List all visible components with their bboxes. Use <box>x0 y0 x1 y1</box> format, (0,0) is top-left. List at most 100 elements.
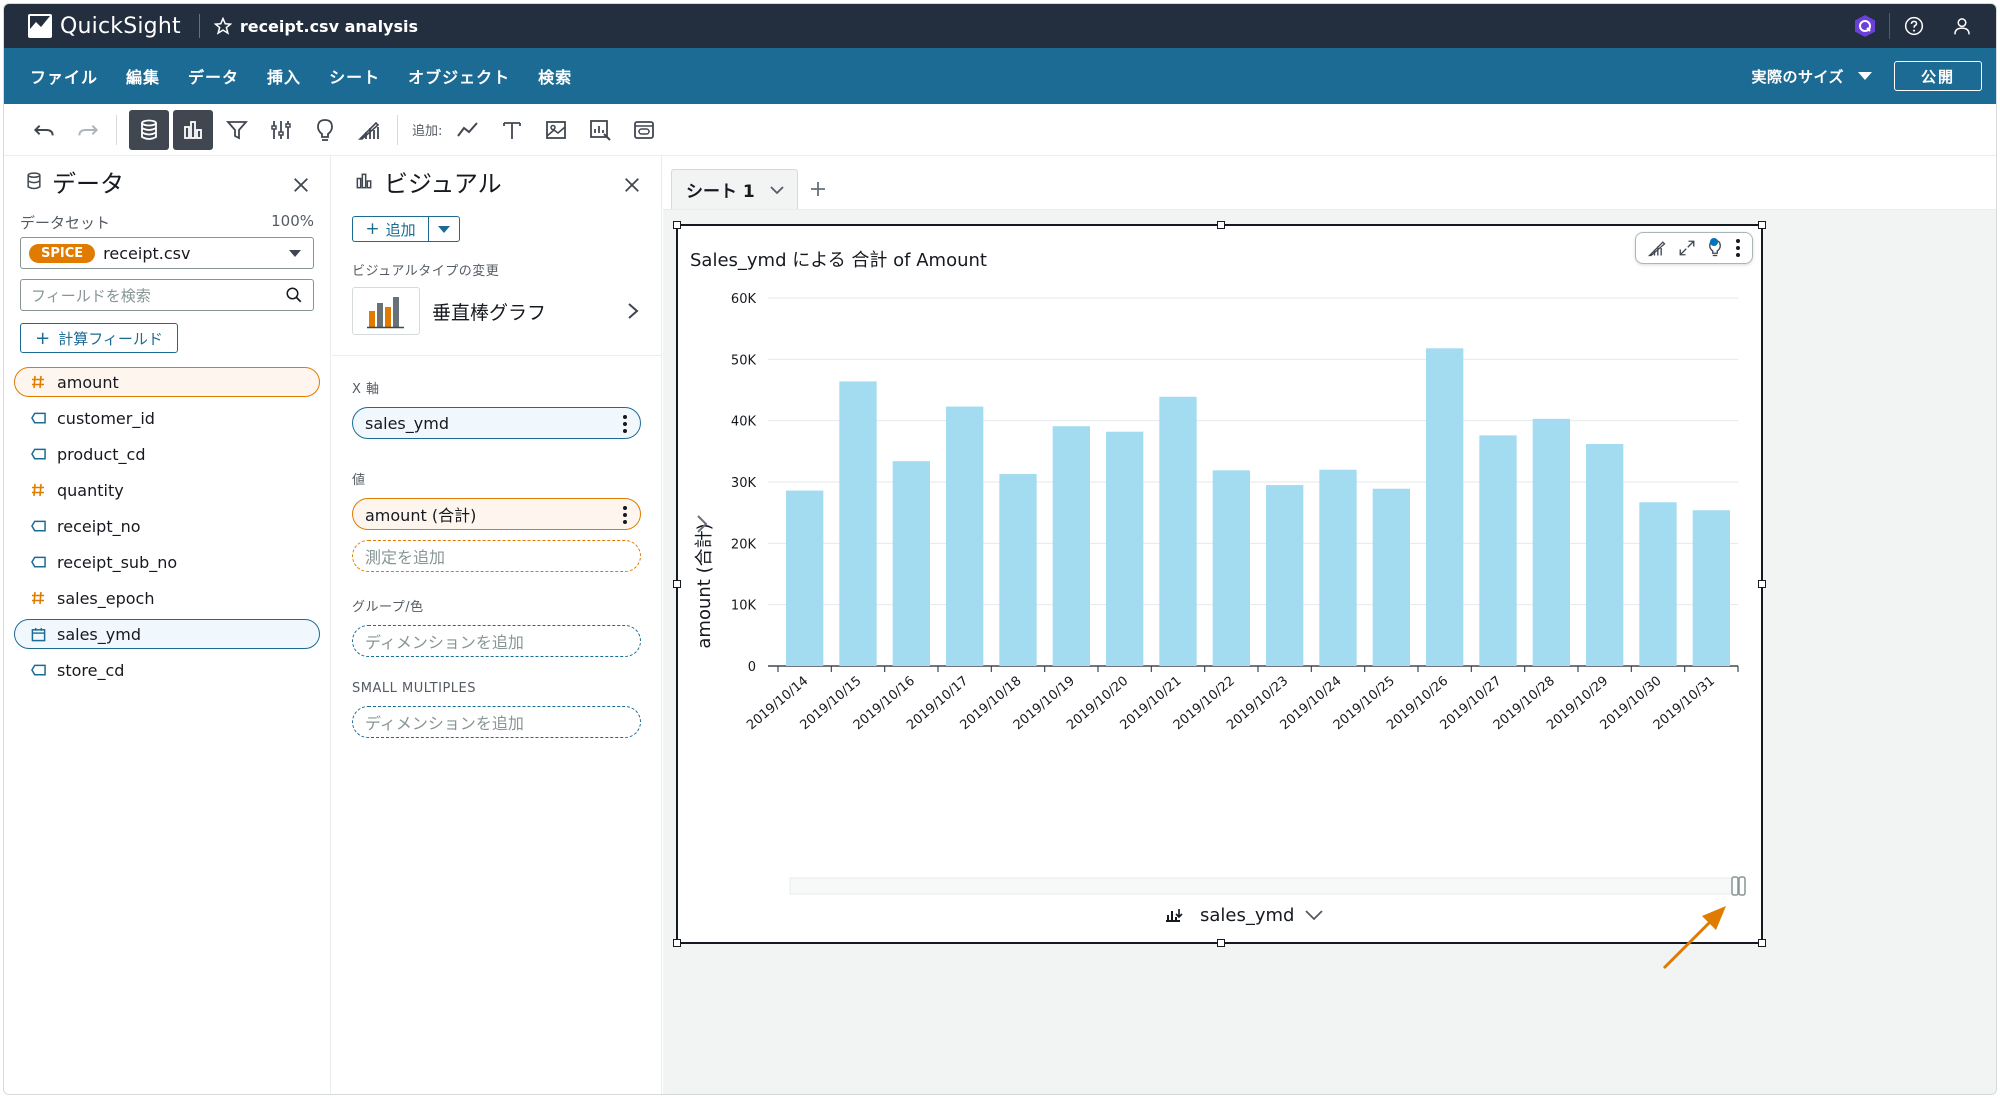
add-measure-well[interactable]: 測定を追加 <box>352 540 641 572</box>
add-embed-button[interactable] <box>624 110 664 150</box>
bar-chart-visual[interactable]: Sales_ymd による 合計 of Amount 0 10K 20K 30K 40K… <box>673 221 1766 947</box>
resize-handle[interactable] <box>1217 939 1225 947</box>
close-icon[interactable] <box>292 176 310 194</box>
x-axis-field-well[interactable]: sales_ymd <box>352 407 641 439</box>
parameters-button[interactable] <box>261 110 301 150</box>
menu-data[interactable]: データ <box>188 68 240 87</box>
bar[interactable] <box>946 406 984 666</box>
zoom-handle[interactable] <box>1738 876 1746 896</box>
bar[interactable] <box>1479 435 1517 666</box>
field-receipt-sub-no[interactable]: receipt_sub_no <box>14 547 320 577</box>
x-axis-label[interactable]: sales_ymd <box>1200 905 1294 926</box>
menu-edit[interactable]: 編集 <box>126 68 161 87</box>
add-text-button[interactable] <box>492 110 532 150</box>
add-sheet-button[interactable] <box>798 169 838 209</box>
field-store-cd[interactable]: store_cd <box>14 655 320 685</box>
publish-button[interactable]: 公開 <box>1894 61 1982 91</box>
close-icon[interactable] <box>623 176 641 194</box>
dimension-tag-icon <box>30 556 46 568</box>
chevron-down-icon[interactable] <box>769 184 785 196</box>
add-image-button[interactable] <box>536 110 576 150</box>
menu-object[interactable]: オブジェクト <box>408 68 511 87</box>
data-zoom-track[interactable] <box>789 877 1739 895</box>
amazon-q-icon[interactable] <box>1841 4 1889 48</box>
bar[interactable] <box>892 461 930 666</box>
more-vertical-icon[interactable] <box>622 414 628 434</box>
bar[interactable] <box>1319 469 1357 666</box>
add-visual-dropdown[interactable] <box>428 216 460 242</box>
menu-sheet[interactable]: シート <box>329 68 381 87</box>
resize-handle[interactable] <box>1758 580 1766 588</box>
field-search-input[interactable]: フィールドを検索 <box>20 279 314 311</box>
field-sales-ymd[interactable]: sales_ymd <box>14 619 320 649</box>
bar[interactable] <box>1586 443 1624 666</box>
value-field-well[interactable]: amount (合計) <box>352 498 641 530</box>
menu-search[interactable]: 検索 <box>538 68 573 87</box>
add-group-dimension-well[interactable]: ディメンションを追加 <box>352 625 641 657</box>
chevron-right-icon[interactable] <box>697 515 708 533</box>
bar[interactable] <box>1052 426 1090 666</box>
menu-file[interactable]: ファイル <box>30 68 99 87</box>
resize-handle[interactable] <box>673 580 681 588</box>
bar[interactable] <box>1426 348 1464 666</box>
data-pane-toggle[interactable] <box>129 109 169 150</box>
bar[interactable] <box>1692 510 1730 666</box>
bar[interactable] <box>1106 431 1144 666</box>
sort-icon[interactable] <box>1166 909 1183 922</box>
resize-handle[interactable] <box>1217 221 1225 229</box>
bar[interactable] <box>1212 470 1250 666</box>
add-visual-button[interactable] <box>448 110 488 150</box>
zoom-handle[interactable] <box>1731 876 1739 896</box>
chevron-down-icon[interactable] <box>1305 910 1323 921</box>
field-product-cd[interactable]: product_cd <box>14 439 320 469</box>
size-select[interactable]: 実際のサイズ <box>1751 66 1872 87</box>
themes-button[interactable] <box>349 110 389 150</box>
field-name: sales_ymd <box>57 624 141 644</box>
redo-button[interactable] <box>68 110 108 150</box>
y-axis-label[interactable]: amount (合計) <box>694 523 715 648</box>
visual-type-selector[interactable]: 垂直棒グラフ <box>352 287 641 335</box>
field-amount[interactable]: amount <box>14 367 320 397</box>
undo-icon <box>33 124 54 135</box>
menu-insert[interactable]: 挿入 <box>267 68 302 87</box>
bar[interactable] <box>839 381 877 666</box>
expand-icon[interactable] <box>1678 239 1696 257</box>
star-icon[interactable] <box>213 17 232 35</box>
undo-button[interactable] <box>24 110 64 150</box>
add-insight-button[interactable] <box>580 110 620 150</box>
visual-pane-toggle[interactable] <box>173 109 213 150</box>
bar[interactable] <box>786 490 824 666</box>
bar[interactable] <box>1532 418 1570 666</box>
add-small-multiples-well[interactable]: ディメンションを追加 <box>352 706 641 738</box>
field-receipt-no[interactable]: receipt_no <box>14 511 320 541</box>
bar[interactable] <box>1372 488 1410 666</box>
resize-handle[interactable] <box>1758 939 1766 947</box>
field-name: receipt_no <box>57 516 141 536</box>
add-visual-button[interactable]: + 追加 <box>352 216 428 242</box>
dataset-select[interactable]: SPICE receipt.csv <box>20 237 314 269</box>
sheet-tab[interactable]: シート 1 <box>671 169 798 209</box>
bar[interactable] <box>1159 396 1197 666</box>
field-quantity[interactable]: quantity <box>14 475 320 505</box>
resize-handle[interactable] <box>1758 221 1766 229</box>
analysis-title[interactable]: receipt.csv analysis <box>213 17 418 36</box>
resize-handle[interactable] <box>673 939 681 947</box>
add-calculated-field-button[interactable]: + 計算フィールド <box>20 323 178 353</box>
visual-panel-header: ビジュアル <box>332 156 661 206</box>
quicksight-logo[interactable]: QuickSight <box>28 14 181 39</box>
user-icon[interactable] <box>1938 4 1986 48</box>
format-visual-icon[interactable] <box>1647 238 1667 258</box>
more-vertical-icon[interactable] <box>622 505 628 525</box>
field-sales-epoch[interactable]: sales_epoch <box>14 583 320 613</box>
help-icon[interactable] <box>1890 4 1938 48</box>
bar[interactable] <box>999 474 1037 666</box>
top-right-icons <box>1841 4 1996 48</box>
more-vertical-icon[interactable] <box>1735 238 1741 258</box>
bar[interactable] <box>1639 502 1677 666</box>
bar[interactable] <box>1266 485 1304 666</box>
filter-button[interactable] <box>217 110 257 150</box>
field-customer-id[interactable]: customer_id <box>14 403 320 433</box>
insights-button[interactable] <box>305 110 345 150</box>
visual-title[interactable]: Sales_ymd による 合計 of Amount <box>690 250 987 271</box>
resize-handle[interactable] <box>673 221 681 229</box>
